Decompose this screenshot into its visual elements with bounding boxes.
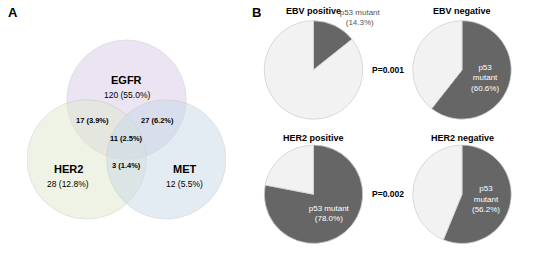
svg-text:MET: MET xyxy=(173,163,197,175)
svg-text:P=0.002: P=0.002 xyxy=(372,189,404,199)
svg-text:p53 mutant(14.3%): p53 mutant(14.3%) xyxy=(340,8,381,27)
svg-text:EBV negative: EBV negative xyxy=(433,6,491,16)
svg-text:A: A xyxy=(8,5,18,20)
svg-text:11 (2.5%): 11 (2.5%) xyxy=(110,134,143,143)
svg-text:3 (1.4%): 3 (1.4%) xyxy=(112,161,141,170)
svg-text:27 (6.2%): 27 (6.2%) xyxy=(141,116,174,125)
svg-text:HER2 negative: HER2 negative xyxy=(431,133,494,143)
svg-text:p53 mutant(78.0%): p53 mutant(78.0%) xyxy=(309,204,350,223)
svg-text:120 (55.0%): 120 (55.0%) xyxy=(104,90,150,100)
svg-text:EBV positive: EBV positive xyxy=(286,6,341,16)
svg-text:p53mutant(60.6%): p53mutant(60.6%) xyxy=(471,63,499,93)
svg-text:28 (12.8%): 28 (12.8%) xyxy=(47,179,89,189)
svg-text:P=0.001: P=0.001 xyxy=(372,65,404,75)
svg-text:12 (5.5%): 12 (5.5%) xyxy=(166,179,203,189)
svg-text:17 (3.9%): 17 (3.9%) xyxy=(76,116,109,125)
svg-text:p53mutant(56.2%): p53mutant(56.2%) xyxy=(472,184,500,214)
svg-text:HER2 positive: HER2 positive xyxy=(283,133,344,143)
svg-text:EGFR: EGFR xyxy=(111,74,142,86)
svg-text:B: B xyxy=(252,5,261,20)
svg-text:HER2: HER2 xyxy=(54,163,83,175)
